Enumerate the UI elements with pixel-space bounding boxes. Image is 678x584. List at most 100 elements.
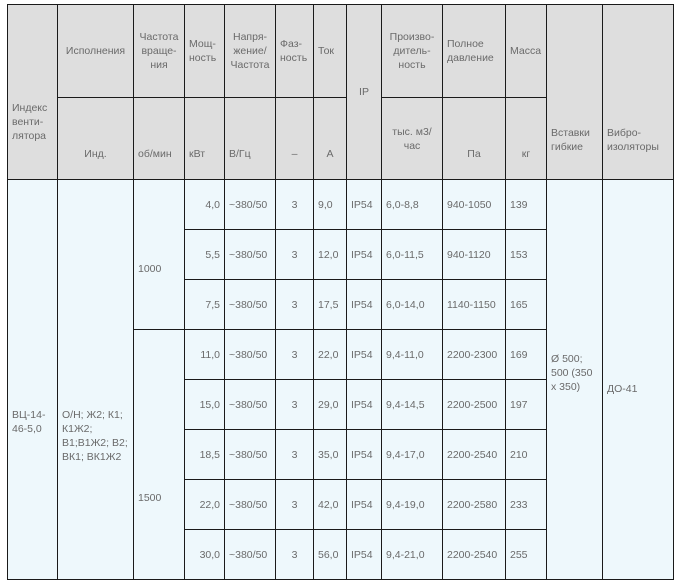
cell-ip: IP54	[346, 429, 382, 480]
cell-ip: IP54	[346, 279, 382, 330]
header-current: Ток	[313, 4, 347, 98]
unit-current: А	[313, 97, 347, 180]
cell-ip: IP54	[346, 229, 382, 280]
cell-pressure: 940-1120	[442, 229, 506, 280]
cell-current: 29,0	[313, 379, 347, 430]
cell-ip: IP54	[346, 329, 382, 380]
cell-pressure: 2200-2540	[442, 529, 506, 580]
header-voltage: Напря-жение/ Частота	[224, 4, 276, 98]
unit-power: кВт	[184, 97, 225, 180]
cell-phase: 3	[275, 479, 314, 530]
cell-phase: 3	[275, 529, 314, 580]
header-phase: Фаз-ность	[275, 4, 314, 98]
cell-current: 17,5	[313, 279, 347, 330]
table-row: 5,5 ~380/50 3 12,0 IP54 6,0-11,5 940-1120 153	[8, 229, 674, 280]
header-ip: IP	[346, 4, 382, 180]
cell-voltage: ~380/50	[224, 429, 276, 480]
header-speed: Частота враще-ния	[133, 4, 185, 98]
cell-power: 30,0	[184, 529, 225, 580]
cell-mass: 169	[505, 329, 547, 380]
cell-speed-1500: 1500	[133, 329, 185, 580]
unit-versions: Инд.	[57, 97, 134, 180]
cell-pressure: 1140-1150	[442, 279, 506, 330]
cell-capacity: 6,0-11,5	[381, 229, 443, 280]
header-vibro: Вибро-изоляторы	[602, 4, 674, 180]
cell-power: 11,0	[184, 329, 225, 380]
header-index: Индекс венти-лятора	[7, 4, 58, 180]
cell-power: 5,5	[184, 229, 225, 280]
cell-index: ВЦ-14-46-5,0	[7, 179, 58, 580]
cell-phase: 3	[275, 279, 314, 330]
cell-capacity: 6,0-8,8	[381, 179, 443, 230]
cell-capacity: 9,4-11,0	[381, 329, 443, 380]
cell-voltage: ~380/50	[224, 379, 276, 430]
cell-phase: 3	[275, 329, 314, 380]
cell-voltage: ~380/50	[224, 479, 276, 530]
cell-voltage: ~380/50	[224, 529, 276, 580]
table-row: ВЦ-14-46-5,0 О/Н; Ж2; К1; К1Ж2; В1;В1Ж2; …	[7, 179, 674, 580]
cell-ip: IP54	[346, 479, 382, 530]
cell-phase: 3	[275, 179, 314, 230]
cell-mass: 165	[505, 279, 547, 330]
table-row: 30,0 ~380/50 3 56,0 IP54 9,4-21,0 2200-2540 255	[8, 529, 674, 580]
cell-mass: 233	[505, 479, 547, 530]
header-capacity: Произво-дитель-ность	[381, 4, 443, 98]
cell-current: 56,0	[313, 529, 347, 580]
cell-mass: 139	[505, 179, 547, 230]
cell-vibro: ДО-41	[602, 179, 674, 580]
unit-pressure: Па	[442, 97, 506, 180]
unit-capacity: тыс. м3/час	[381, 97, 443, 180]
cell-versions: О/Н; Ж2; К1; К1Ж2; В1;В1Ж2; В2; ВК1; ВК1…	[57, 179, 134, 580]
unit-mass: кг	[505, 97, 547, 180]
cell-mass: 197	[505, 379, 547, 430]
cell-pressure: 2200-2540	[442, 429, 506, 480]
cell-voltage: ~380/50	[224, 279, 276, 330]
unit-speed: об/мин	[133, 97, 185, 180]
fan-spec-table: Индекс венти-лятора Исполнения Частота в…	[7, 4, 674, 580]
cell-pressure: 2200-2580	[442, 479, 506, 530]
cell-ip: IP54	[346, 529, 382, 580]
cell-phase: 3	[275, 429, 314, 480]
cell-voltage: ~380/50	[224, 329, 276, 380]
cell-capacity: 9,4-14,5	[381, 379, 443, 430]
table-row: 7,5 ~380/50 3 17,5 IP54 6,0-14,0 1140-1150 165	[8, 279, 674, 330]
cell-power: 18,5	[184, 429, 225, 480]
cell-mass: 210	[505, 429, 547, 480]
header-power: Мощ-ность	[184, 4, 225, 98]
cell-inserts: Ø 500; 500 (350 x 350)	[546, 179, 603, 580]
cell-phase: 3	[275, 229, 314, 280]
unit-phase: –	[275, 97, 314, 180]
table-row: 15,0 ~380/50 3 29,0 IP54 9,4-14,5 2200-2500 197	[8, 379, 674, 430]
cell-power: 15,0	[184, 379, 225, 430]
header-mass: Масса	[505, 4, 547, 98]
cell-pressure: 2200-2500	[442, 379, 506, 430]
cell-ip: IP54	[346, 179, 382, 230]
cell-voltage: ~380/50	[224, 179, 276, 230]
header-pressure: Полное давление	[442, 4, 506, 98]
cell-capacity: 9,4-21,0	[381, 529, 443, 580]
cell-pressure: 2200-2300	[442, 329, 506, 380]
cell-phase: 3	[275, 379, 314, 430]
cell-ip: IP54	[346, 379, 382, 430]
cell-power: 22,0	[184, 479, 225, 530]
table-row: 18,5 ~380/50 3 35,0 IP54 9,4-17,0 2200-2540 210	[8, 429, 674, 480]
table-row: 22,0 ~380/50 3 42,0 IP54 9,4-19,0 2200-2580 233	[8, 479, 674, 530]
cell-mass: 153	[505, 229, 547, 280]
cell-voltage: ~380/50	[224, 229, 276, 280]
table-row: 1500 11,0 ~380/50 3 22,0 IP54 9,4-11,0 2200-230…	[8, 329, 674, 580]
cell-current: 12,0	[313, 229, 347, 280]
header-inserts: Вставки гибкие	[546, 4, 603, 180]
cell-capacity: 9,4-17,0	[381, 429, 443, 480]
cell-current: 35,0	[313, 429, 347, 480]
cell-capacity: 6,0-14,0	[381, 279, 443, 330]
cell-power: 7,5	[184, 279, 225, 330]
cell-power: 4,0	[184, 179, 225, 230]
cell-capacity: 9,4-19,0	[381, 479, 443, 530]
cell-current: 9,0	[313, 179, 347, 230]
cell-mass: 255	[505, 529, 547, 580]
cell-current: 22,0	[313, 329, 347, 380]
cell-speed-1000: 1000	[133, 179, 185, 330]
unit-voltage: В/Гц	[224, 97, 276, 180]
cell-current: 42,0	[313, 479, 347, 530]
cell-pressure: 940-1050	[442, 179, 506, 230]
